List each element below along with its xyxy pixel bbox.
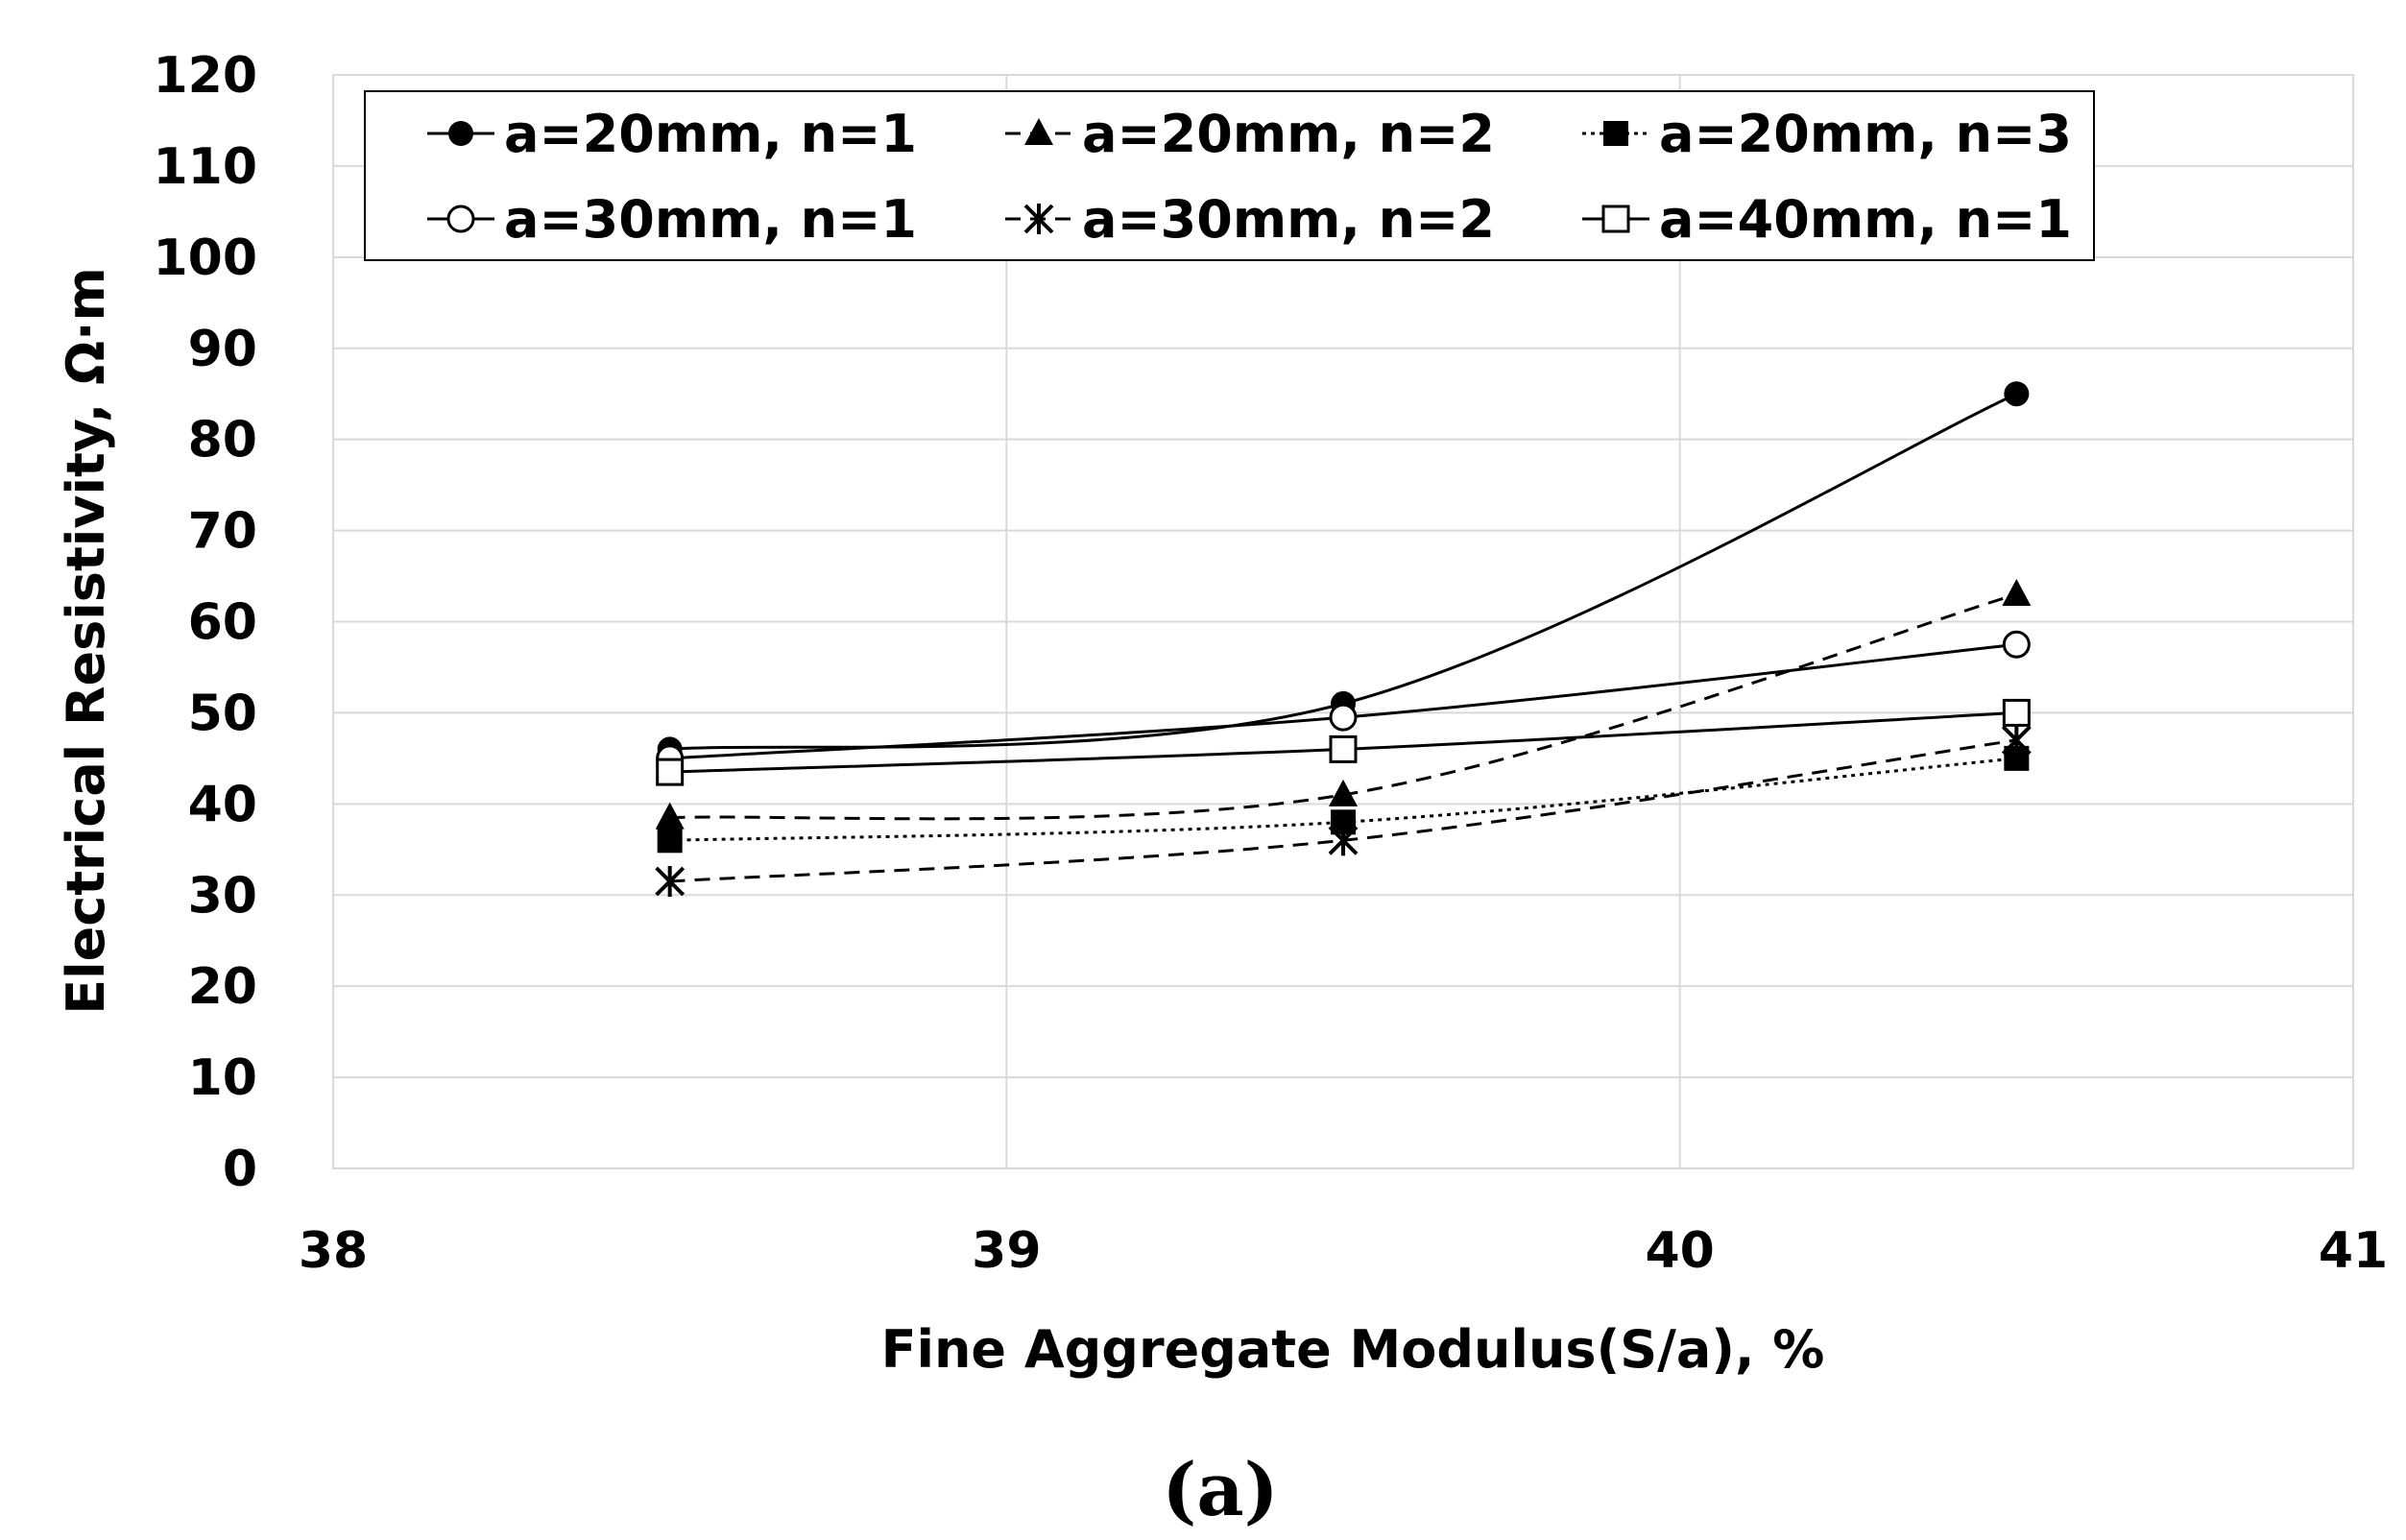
legend-marker <box>1024 118 1053 145</box>
x-tick-label: 39 <box>972 1222 1041 1280</box>
data-point <box>2004 381 2030 407</box>
x-tick-label: 40 <box>1645 1222 1714 1280</box>
figure-caption: (a) <box>1162 1447 1278 1532</box>
data-point <box>2002 630 2031 659</box>
legend-box <box>364 90 2095 261</box>
y-tick-label: 0 <box>223 1141 257 1198</box>
series-a-20mm-n-2 <box>655 579 2032 830</box>
x-axis-ticks: 38 39 40 41 <box>299 1222 2388 1280</box>
y-axis-title: Electrical Resistivity, Ω·m <box>56 267 116 1015</box>
y-axis-ticks: 0 10 20 30 40 50 60 70 80 90 100 110 120 <box>153 47 257 1198</box>
data-point <box>1328 825 1359 856</box>
series-a-30mm-n-2 <box>655 724 2032 898</box>
x-tick-label: 38 <box>299 1222 368 1280</box>
series-line <box>669 757 2017 842</box>
data-point <box>1329 779 1358 806</box>
x-axis-title: Fine Aggregate Modulus(S/a), % <box>881 1319 1825 1380</box>
legend-label: a=40mm, n=1 <box>1659 189 2072 250</box>
series-a-30mm-n-1 <box>656 630 2031 773</box>
legend-marker <box>1601 205 1630 233</box>
legend-item: a=20mm, n=2 <box>1005 104 1495 164</box>
data-point <box>655 866 686 898</box>
series-a-40mm-n-1 <box>656 698 2031 786</box>
plot-area-frame <box>332 74 2354 1169</box>
y-tick-label: 110 <box>153 138 257 196</box>
y-tick-label: 70 <box>188 503 257 561</box>
y-tick-label: 100 <box>153 229 257 287</box>
legend-item: a=20mm, n=1 <box>427 104 917 164</box>
legend-item: a=20mm, n=3 <box>1582 104 2072 164</box>
y-tick-label: 10 <box>188 1049 257 1107</box>
y-tick-label: 60 <box>188 594 257 652</box>
legend-label: a=20mm, n=3 <box>1659 104 2072 164</box>
y-tick-label: 80 <box>188 412 257 469</box>
series-layer <box>655 381 2032 898</box>
data-point <box>656 758 685 786</box>
data-point <box>2001 724 2032 756</box>
legend-label: a=20mm, n=2 <box>1082 104 1495 164</box>
legend-marker <box>1023 204 1054 234</box>
x-tick-label: 41 <box>2319 1222 2388 1280</box>
data-point <box>655 802 685 830</box>
legend-label: a=30mm, n=2 <box>1082 189 1495 250</box>
y-tick-label: 120 <box>153 47 257 105</box>
legend-label: a=20mm, n=1 <box>504 104 917 164</box>
data-point <box>657 828 683 854</box>
legend-label: a=30mm, n=1 <box>504 189 917 250</box>
y-tick-label: 50 <box>188 685 257 742</box>
legend-marker <box>1603 121 1628 146</box>
legend-item: a=30mm, n=2 <box>1005 189 1495 250</box>
y-tick-label: 20 <box>188 958 257 1016</box>
data-point <box>2002 698 2031 727</box>
y-tick-label: 30 <box>188 867 257 925</box>
legend-marker <box>446 205 475 233</box>
legend-item: a=30mm, n=1 <box>427 189 917 250</box>
data-point <box>1329 734 1358 763</box>
legend: a=20mm, n=1 a=20mm, n=2 a=20mm, n=3 a=30mm,… <box>364 90 2095 261</box>
legend-marker <box>448 121 473 146</box>
legend-item: a=40mm, n=1 <box>1582 189 2072 250</box>
data-point <box>2002 579 2032 607</box>
y-tick-label: 40 <box>188 776 257 833</box>
y-tick-label: 90 <box>188 321 257 378</box>
data-point <box>1329 703 1358 732</box>
